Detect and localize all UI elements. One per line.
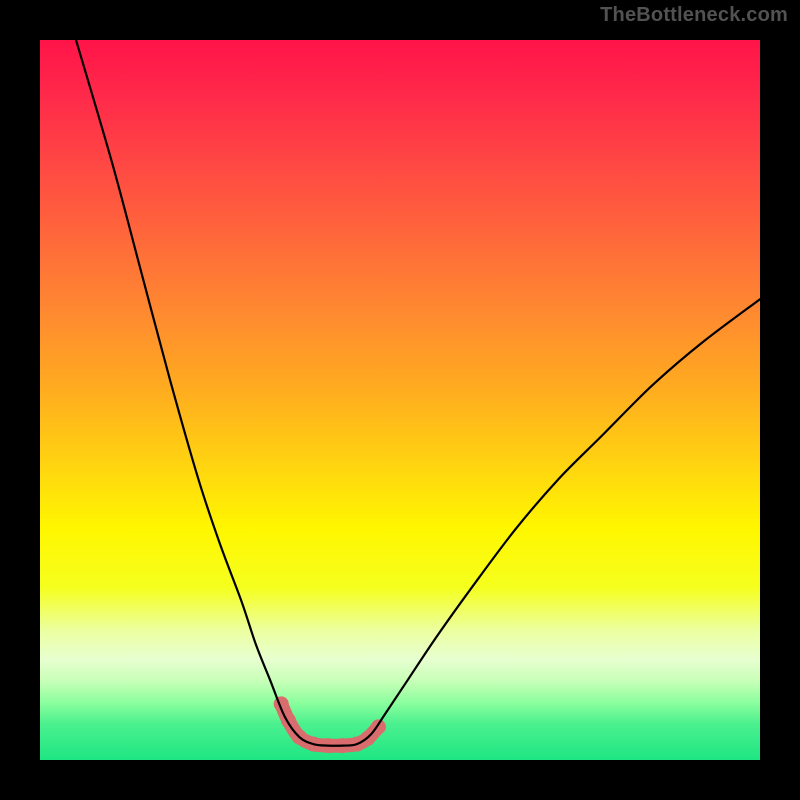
plot-background (40, 40, 760, 760)
bottleneck-chart (0, 0, 800, 800)
watermark-label: TheBottleneck.com (600, 4, 788, 27)
